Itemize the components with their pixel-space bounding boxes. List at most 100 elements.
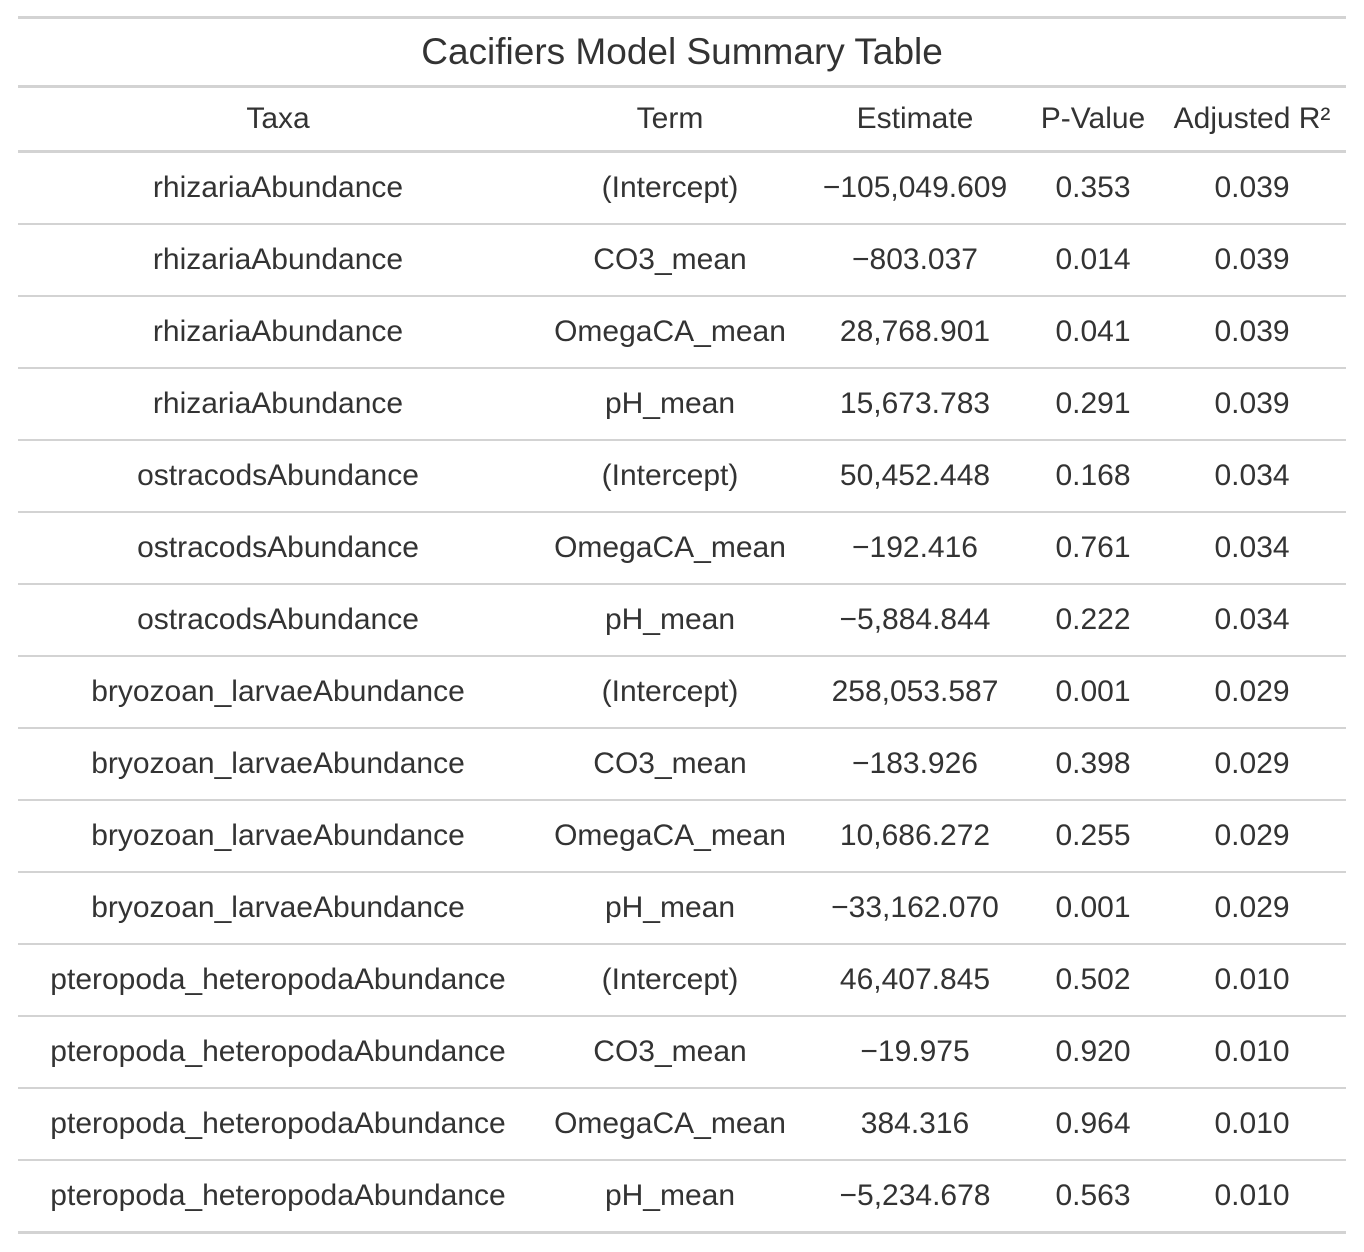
table-header-row: Taxa Term Estimate P-Value Adjusted R² [18,86,1347,153]
table-row: bryozoan_larvaeAbundance CO3_mean −183.926… [18,728,1347,801]
cell-p-value: 0.255 [1028,800,1158,873]
cell-adjusted-r2: 0.039 [1158,151,1347,225]
table-row: rhizariaAbundance OmegaCA_mean 28,768.901 0… [18,296,1347,369]
table-row: bryozoan_larvaeAbundance OmegaCA_mean 10,6… [18,800,1347,873]
cell-p-value: 0.964 [1028,1088,1158,1161]
cell-taxa: bryozoan_larvaeAbundance [18,872,538,945]
cell-taxa: pteropoda_heteropodaAbundance [18,944,538,1017]
cell-adjusted-r2: 0.029 [1158,728,1347,801]
cell-estimate: 258,053.587 [802,656,1028,729]
cell-estimate: −183.926 [802,728,1028,801]
cell-p-value: 0.001 [1028,872,1158,945]
cell-taxa: pteropoda_heteropodaAbundance [18,1160,538,1234]
cell-adjusted-r2: 0.034 [1158,440,1347,513]
table-row: rhizariaAbundance (Intercept) −105,049.609… [18,151,1347,225]
table-row: bryozoan_larvaeAbundance pH_mean −33,162.0… [18,872,1347,945]
cell-adjusted-r2: 0.010 [1158,1088,1347,1161]
cell-adjusted-r2: 0.010 [1158,1160,1347,1234]
cell-p-value: 0.168 [1028,440,1158,513]
table-row: bryozoan_larvaeAbundance (Intercept) 258,0… [18,656,1347,729]
cell-p-value: 0.014 [1028,224,1158,297]
cell-estimate: 46,407.845 [802,944,1028,1017]
cell-estimate: 10,686.272 [802,800,1028,873]
cell-estimate: 50,452.448 [802,440,1028,513]
cell-term: pH_mean [538,872,802,945]
cell-estimate: 28,768.901 [802,296,1028,369]
cell-p-value: 0.563 [1028,1160,1158,1234]
cell-term: pH_mean [538,1160,802,1234]
cell-p-value: 0.398 [1028,728,1158,801]
cell-taxa: rhizariaAbundance [18,151,538,225]
cell-adjusted-r2: 0.029 [1158,800,1347,873]
column-header-estimate: Estimate [802,86,1028,153]
table-row: ostracodsAbundance OmegaCA_mean −192.416 0.… [18,512,1347,585]
cell-taxa: ostracodsAbundance [18,512,538,585]
cell-p-value: 0.353 [1028,151,1158,225]
cell-adjusted-r2: 0.039 [1158,296,1347,369]
cell-adjusted-r2: 0.039 [1158,368,1347,441]
column-header-adjusted-r2: Adjusted R² [1158,86,1347,153]
cell-taxa: ostracodsAbundance [18,584,538,657]
cell-adjusted-r2: 0.010 [1158,1016,1347,1089]
cell-term: pH_mean [538,368,802,441]
cell-taxa: rhizariaAbundance [18,224,538,297]
table-body: rhizariaAbundance (Intercept) −105,049.609… [18,151,1347,1234]
cell-term: OmegaCA_mean [538,800,802,873]
cell-p-value: 0.502 [1028,944,1158,1017]
table-row: rhizariaAbundance pH_mean 15,673.783 0.291 0… [18,368,1347,441]
table-row: ostracodsAbundance (Intercept) 50,452.448 0… [18,440,1347,513]
cell-estimate: 15,673.783 [802,368,1028,441]
cell-estimate: −192.416 [802,512,1028,585]
cell-estimate: −803.037 [802,224,1028,297]
cell-taxa: bryozoan_larvaeAbundance [18,656,538,729]
cell-taxa: pteropoda_heteropodaAbundance [18,1016,538,1089]
summary-table: Cacifiers Model Summary Table Taxa Term … [18,16,1347,1234]
cell-term: CO3_mean [538,1016,802,1089]
table-row: pteropoda_heteropodaAbundance OmegaCA_mea… [18,1088,1347,1161]
cell-p-value: 0.041 [1028,296,1158,369]
cell-p-value: 0.761 [1028,512,1158,585]
cell-adjusted-r2: 0.039 [1158,224,1347,297]
cell-taxa: rhizariaAbundance [18,296,538,369]
cell-term: CO3_mean [538,224,802,297]
cell-adjusted-r2: 0.034 [1158,512,1347,585]
cell-estimate: −19.975 [802,1016,1028,1089]
cell-estimate: 384.316 [802,1088,1028,1161]
cell-term: (Intercept) [538,656,802,729]
cell-estimate: −5,234.678 [802,1160,1028,1234]
cell-p-value: 0.001 [1028,656,1158,729]
cell-term: (Intercept) [538,944,802,1017]
cell-p-value: 0.920 [1028,1016,1158,1089]
cell-adjusted-r2: 0.029 [1158,656,1347,729]
table-title-row: Cacifiers Model Summary Table [18,16,1347,88]
cell-term: CO3_mean [538,728,802,801]
cell-estimate: −105,049.609 [802,151,1028,225]
table-row: pteropoda_heteropodaAbundance pH_mean −5,2… [18,1160,1347,1234]
cell-taxa: bryozoan_larvaeAbundance [18,800,538,873]
cell-taxa: rhizariaAbundance [18,368,538,441]
cell-term: (Intercept) [538,151,802,225]
column-header-p-value: P-Value [1028,86,1158,153]
cell-term: OmegaCA_mean [538,512,802,585]
cell-adjusted-r2: 0.029 [1158,872,1347,945]
cell-p-value: 0.222 [1028,584,1158,657]
table-row: rhizariaAbundance CO3_mean −803.037 0.014 0.… [18,224,1347,297]
cell-estimate: −5,884.844 [802,584,1028,657]
table-row: pteropoda_heteropodaAbundance CO3_mean −19… [18,1016,1347,1089]
cell-term: pH_mean [538,584,802,657]
cell-taxa: ostracodsAbundance [18,440,538,513]
cell-adjusted-r2: 0.010 [1158,944,1347,1017]
column-header-term: Term [538,86,802,153]
cell-estimate: −33,162.070 [802,872,1028,945]
table-row: pteropoda_heteropodaAbundance (Intercept)… [18,944,1347,1017]
cell-taxa: bryozoan_larvaeAbundance [18,728,538,801]
cell-adjusted-r2: 0.034 [1158,584,1347,657]
cell-term: OmegaCA_mean [538,296,802,369]
cell-term: (Intercept) [538,440,802,513]
cell-term: OmegaCA_mean [538,1088,802,1161]
table-row: ostracodsAbundance pH_mean −5,884.844 0.222… [18,584,1347,657]
column-header-taxa: Taxa [18,86,538,153]
cell-p-value: 0.291 [1028,368,1158,441]
table-title: Cacifiers Model Summary Table [18,16,1347,88]
summary-table-container: Cacifiers Model Summary Table Taxa Term … [18,16,1347,1234]
